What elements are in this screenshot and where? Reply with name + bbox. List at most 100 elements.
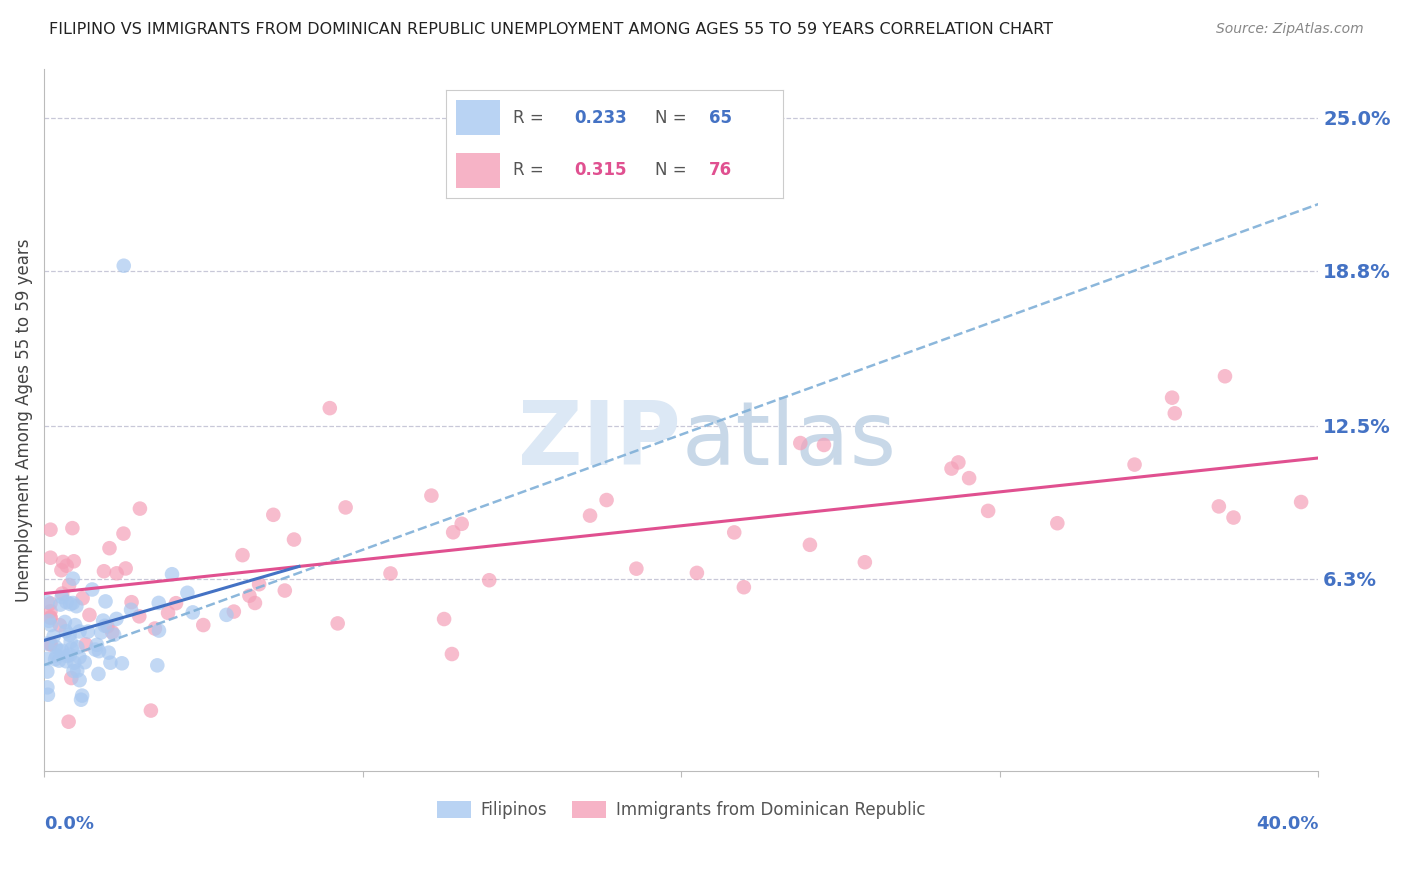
Text: 0.0%: 0.0%: [44, 815, 94, 833]
Point: [948, 455, 970, 469]
Point: [55, 654, 77, 668]
Point: [326, 616, 349, 631]
Point: [120, 603, 142, 617]
Point: [51, 590, 73, 604]
Point: [39, 610, 62, 624]
Point: [58, 578, 80, 592]
Point: [58, 628, 80, 642]
Point: [1164, 406, 1187, 420]
Point: [1213, 369, 1236, 384]
Point: [77, 624, 100, 639]
Point: [60, 641, 83, 656]
Point: [723, 525, 745, 540]
Point: [105, 566, 128, 581]
Point: [63, 554, 86, 568]
Point: [39, 611, 62, 625]
Point: [69, 650, 91, 665]
Point: [222, 605, 245, 619]
Point: [129, 501, 152, 516]
Point: [56, 648, 79, 663]
Point: [1161, 391, 1184, 405]
Point: [91, 614, 114, 628]
Point: [39, 637, 62, 651]
Point: [112, 526, 135, 541]
Point: [87, 644, 110, 658]
Point: [48, 654, 70, 668]
Point: [94, 594, 117, 608]
Point: [103, 628, 125, 642]
Point: [813, 438, 835, 452]
Point: [100, 656, 122, 670]
Point: [69, 673, 91, 688]
Point: [38, 614, 60, 628]
Point: [93, 564, 115, 578]
Point: [37, 652, 59, 666]
Point: [37, 595, 59, 609]
Y-axis label: Unemployment Among Ages 55 to 59 years: Unemployment Among Ages 55 to 59 years: [15, 238, 32, 601]
Point: [62, 596, 84, 610]
Legend: Filipinos, Immigrants from Dominican Republic: Filipinos, Immigrants from Dominican Rep…: [430, 795, 932, 826]
Point: [148, 624, 170, 638]
Point: [44, 652, 66, 666]
Point: [686, 566, 709, 580]
Text: atlas: atlas: [682, 397, 897, 484]
Point: [98, 541, 121, 556]
Point: [37, 665, 59, 679]
Point: [90, 625, 112, 640]
Point: [63, 656, 86, 670]
Point: [73, 655, 96, 669]
Point: [420, 489, 443, 503]
Point: [238, 589, 260, 603]
Point: [52, 555, 75, 569]
Point: [977, 504, 1000, 518]
Point: [146, 658, 169, 673]
Point: [69, 624, 91, 639]
Point: [283, 533, 305, 547]
Point: [478, 573, 501, 587]
Point: [37, 681, 59, 695]
Point: [49, 598, 72, 612]
Point: [231, 548, 253, 562]
Point: [82, 582, 104, 597]
Point: [853, 555, 876, 569]
Point: [111, 657, 134, 671]
Point: [62, 664, 84, 678]
Point: [143, 622, 166, 636]
Point: [1208, 500, 1230, 514]
Point: [70, 689, 93, 703]
Point: [60, 521, 83, 535]
Point: [1123, 458, 1146, 472]
Point: [55, 558, 77, 573]
Point: [128, 609, 150, 624]
Point: [75, 637, 97, 651]
Point: [66, 640, 89, 655]
Point: [433, 612, 456, 626]
Point: [165, 596, 187, 610]
Point: [1222, 510, 1244, 524]
Point: [450, 516, 472, 531]
Point: [733, 580, 755, 594]
Point: [37, 688, 59, 702]
Point: [65, 599, 87, 614]
Point: [243, 596, 266, 610]
Point: [262, 508, 284, 522]
Point: [160, 567, 183, 582]
Point: [105, 612, 128, 626]
Point: [247, 577, 270, 591]
Point: [45, 640, 67, 654]
Point: [595, 493, 617, 508]
Point: [441, 525, 464, 540]
Point: [94, 619, 117, 633]
Point: [579, 508, 602, 523]
Point: [101, 625, 124, 640]
Point: [51, 643, 73, 657]
Point: [48, 644, 70, 658]
Point: [215, 607, 238, 622]
Text: ZIP: ZIP: [519, 397, 682, 484]
Point: [957, 471, 980, 485]
Point: [84, 642, 107, 657]
Point: [799, 538, 821, 552]
Point: [112, 259, 135, 273]
Point: [39, 550, 62, 565]
Text: 40.0%: 40.0%: [1256, 815, 1319, 833]
